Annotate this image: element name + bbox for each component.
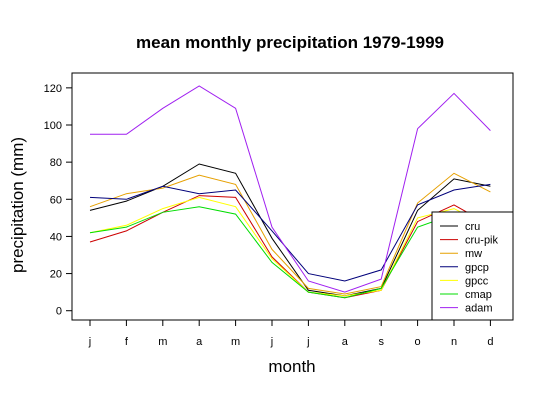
x-tick-label: a bbox=[196, 336, 203, 348]
y-tick-label: 20 bbox=[50, 269, 62, 281]
x-tick-label: m bbox=[231, 336, 240, 348]
legend-label-gpcc: gpcc bbox=[465, 275, 489, 287]
plot-frame bbox=[71, 72, 514, 321]
legend-box bbox=[431, 211, 514, 321]
x-tick-label: j bbox=[270, 336, 273, 348]
x-tick-label: j bbox=[88, 336, 91, 348]
legend-label-cru: cru bbox=[465, 221, 480, 233]
x-axis-label: month bbox=[268, 357, 315, 376]
legend-label-mw: mw bbox=[465, 248, 482, 260]
legend-label-adam: adam bbox=[465, 303, 493, 315]
legend-label-cmap: cmap bbox=[465, 289, 492, 301]
x-tick-label: n bbox=[451, 336, 457, 348]
series-line-gpcp bbox=[89, 183, 491, 282]
y-tick-label: 100 bbox=[44, 120, 62, 132]
series-line-cru-pik bbox=[89, 195, 491, 299]
legend-label-gpcp: gpcp bbox=[465, 262, 489, 274]
y-tick-label: 60 bbox=[50, 194, 62, 206]
x-tick-label: a bbox=[342, 336, 349, 348]
x-tick-label: f bbox=[125, 336, 129, 348]
x-tick-label: j bbox=[306, 336, 309, 348]
y-tick-label: 40 bbox=[50, 231, 62, 243]
y-tick-label: 80 bbox=[50, 157, 62, 169]
series-line-mw bbox=[89, 172, 491, 295]
x-tick-label: o bbox=[415, 336, 421, 348]
series-line-cru bbox=[89, 163, 491, 297]
series-line-adam bbox=[90, 85, 491, 293]
legend-label-cru-pik: cru-pik bbox=[465, 235, 499, 247]
x-tick-label: s bbox=[378, 336, 384, 348]
series-line-cmap bbox=[89, 206, 491, 299]
y-axis-label: precipitation (mm) bbox=[8, 137, 27, 273]
y-tick-label: 0 bbox=[56, 306, 62, 318]
y-tick-label: 120 bbox=[44, 83, 62, 95]
x-tick-label: m bbox=[158, 336, 167, 348]
y-axis: 0 20 40 60 80 100 120 bbox=[44, 83, 72, 318]
x-tick-label: d bbox=[487, 336, 493, 348]
series-layer bbox=[89, 85, 491, 299]
series-line-gpcc bbox=[89, 196, 491, 297]
chart-title: mean monthly precipitation 1979-1999 bbox=[136, 33, 444, 52]
